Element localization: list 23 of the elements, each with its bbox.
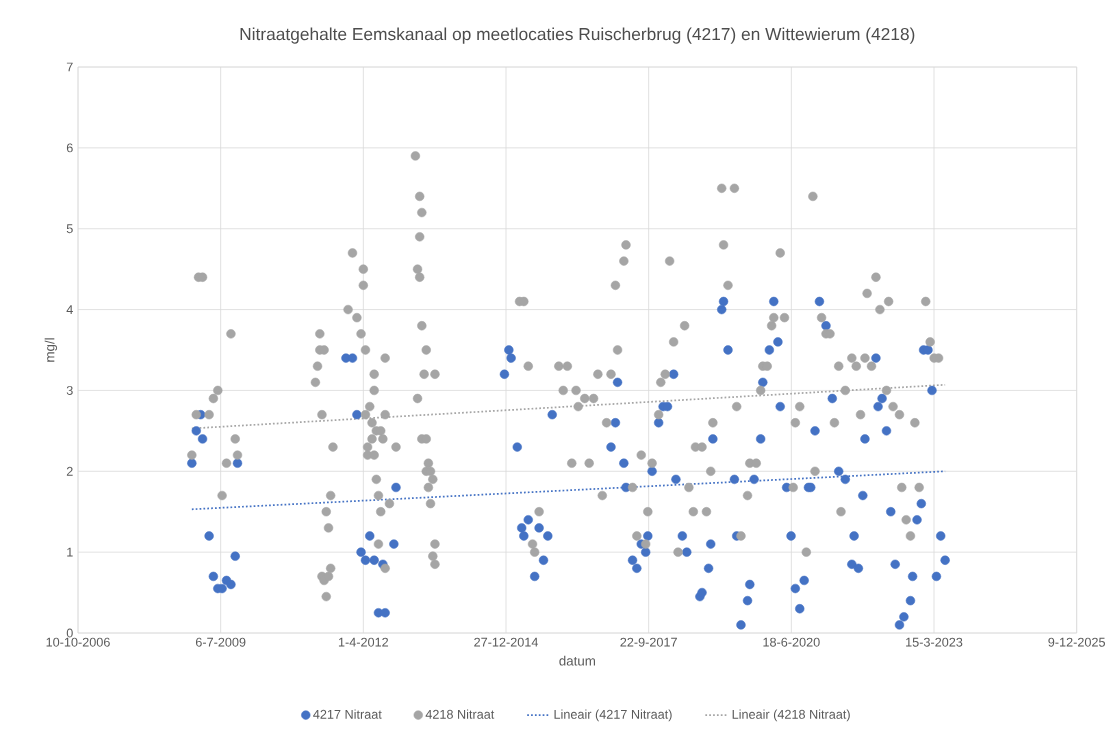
y-tick-label: 1 xyxy=(67,547,73,557)
chart-title: Nitraatgehalte Eemskanaal op meetlocaties Ruischerbrug (4217) en Wittewierum (4218) xyxy=(240,27,915,44)
x-tick-label: 10-10-2006 xyxy=(46,637,110,647)
y-tick-label: 2 xyxy=(66,466,73,476)
legend-label: 4217 Nitraat xyxy=(313,709,382,719)
y-tick-label: 5 xyxy=(66,224,73,234)
y-tick-label: 7 xyxy=(66,62,73,72)
x-tick-label: 27-12-2014 xyxy=(474,637,539,647)
y-tick-label: 6 xyxy=(66,143,73,153)
legend-label: Lineair (4217 Nitraat) xyxy=(554,709,672,722)
x-tick-label: 6-7-2009 xyxy=(195,637,246,647)
x-tick-label: 15-3-2023 xyxy=(906,637,963,647)
x-tick-label: 1-4-2012 xyxy=(338,637,389,647)
x-tick-label: 18-6-2020 xyxy=(763,637,820,647)
y-tick-label: 4 xyxy=(66,305,73,314)
x-tick-label: 22-9-2017 xyxy=(620,637,677,647)
x-tick-label: 9-12-2025 xyxy=(1048,637,1106,647)
y-axis-title: mg/l xyxy=(44,338,58,362)
legend-label: 4218 Nitraat xyxy=(425,709,495,719)
x-axis-title: datum xyxy=(559,655,595,666)
legend-label: Lineair (4218 Nitraat) xyxy=(732,709,850,722)
y-tick-label: 3 xyxy=(66,385,73,395)
y-tick-label: 0 xyxy=(66,628,73,638)
